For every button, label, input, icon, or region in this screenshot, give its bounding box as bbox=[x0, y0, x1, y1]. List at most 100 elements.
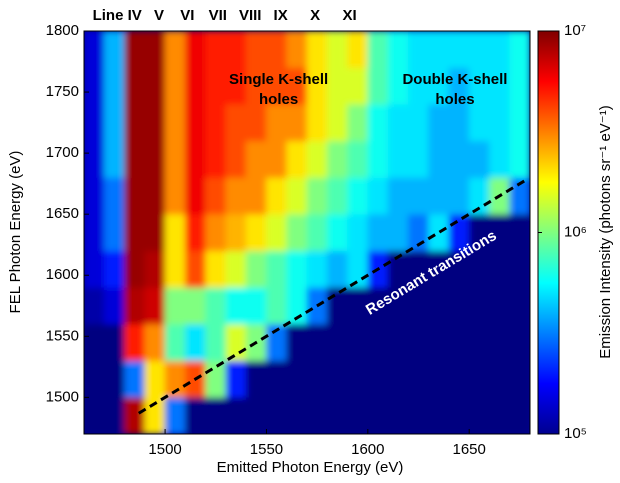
line-label: VII bbox=[209, 7, 227, 24]
heatmap-cell bbox=[185, 287, 206, 325]
heatmap-cell bbox=[468, 140, 490, 178]
heatmap-cell bbox=[164, 360, 186, 398]
heatmap-cell bbox=[266, 103, 288, 142]
heatmap-cell bbox=[448, 103, 470, 142]
heatmap-cell bbox=[306, 177, 328, 215]
heatmap-cell bbox=[124, 177, 146, 215]
x-tick-label: 1550 bbox=[250, 441, 283, 458]
heatmap-cell bbox=[164, 31, 186, 68]
heatmap-cell bbox=[245, 287, 267, 325]
heatmap-cell bbox=[144, 140, 166, 178]
x-tick-label: 1500 bbox=[148, 441, 181, 458]
heatmap-cell bbox=[84, 397, 105, 434]
heatmap-cell bbox=[428, 287, 450, 325]
heatmap-cell bbox=[144, 103, 166, 142]
heatmap-cell bbox=[164, 213, 186, 252]
heatmap-cell bbox=[489, 103, 511, 142]
heatmap-cell bbox=[84, 103, 105, 142]
heatmap-cell bbox=[286, 31, 308, 68]
heatmap-cell bbox=[286, 397, 308, 434]
heatmap-cell bbox=[84, 140, 105, 178]
heatmap-cell bbox=[103, 287, 125, 325]
y-tick-label: 1600 bbox=[46, 266, 79, 283]
heatmap-cell bbox=[347, 177, 369, 215]
heatmap-cell bbox=[428, 360, 450, 398]
heatmap-cell bbox=[448, 360, 470, 398]
heatmap-cell bbox=[124, 250, 146, 288]
y-tick-label: 1750 bbox=[46, 83, 79, 100]
heatmap-cell bbox=[367, 67, 389, 105]
heatmap-cell bbox=[509, 140, 530, 178]
heatmap-cell bbox=[509, 177, 530, 215]
heatmap-cell bbox=[387, 31, 409, 68]
heatmap-cell bbox=[448, 287, 470, 325]
heatmap-cell bbox=[185, 67, 206, 105]
heatmap-cell bbox=[509, 103, 530, 142]
heatmap-cell bbox=[225, 360, 247, 398]
heatmap-cell bbox=[225, 250, 247, 288]
heatmap-cell bbox=[144, 323, 166, 362]
heatmap-cell bbox=[225, 287, 247, 325]
heatmap-cell bbox=[205, 397, 227, 434]
heatmap-cell bbox=[367, 213, 389, 252]
heatmap-cell bbox=[367, 140, 389, 178]
plot-frame bbox=[83, 30, 531, 435]
heatmap-cell bbox=[509, 67, 530, 105]
annotation: holes bbox=[259, 91, 298, 108]
heatmap-cell bbox=[245, 360, 267, 398]
heatmap-cell bbox=[347, 31, 369, 68]
y-tick-label: 1700 bbox=[46, 144, 79, 161]
heatmap-cell bbox=[408, 287, 429, 325]
heatmap-cells bbox=[84, 31, 530, 434]
heatmap-cell bbox=[468, 360, 490, 398]
heatmap-cell bbox=[408, 177, 429, 215]
heatmap-cell bbox=[245, 67, 267, 105]
heatmap-cell bbox=[124, 360, 146, 398]
heatmap-cell bbox=[144, 31, 166, 68]
heatmap-cell bbox=[185, 140, 206, 178]
y-tick-label: 1550 bbox=[46, 327, 79, 344]
heatmap-cell bbox=[144, 213, 166, 252]
heatmap-cell bbox=[408, 140, 429, 178]
heatmap-cell bbox=[164, 323, 186, 362]
heatmap-cell bbox=[245, 250, 267, 288]
heatmap-cell bbox=[408, 31, 429, 68]
heatmap-cell bbox=[489, 67, 511, 105]
heatmap-cell bbox=[103, 103, 125, 142]
heatmap-cell bbox=[286, 360, 308, 398]
heatmap-cell bbox=[347, 140, 369, 178]
heatmap-cell bbox=[124, 323, 146, 362]
heatmap-cell bbox=[326, 177, 348, 215]
heatmap-cell bbox=[387, 397, 409, 434]
heatmap-cell bbox=[347, 323, 369, 362]
heatmap-cell bbox=[205, 177, 227, 215]
heatmap-cell bbox=[84, 360, 105, 398]
heatmap-cell bbox=[509, 250, 530, 288]
resonance-line bbox=[137, 178, 527, 415]
heatmap-cell bbox=[103, 323, 125, 362]
heatmap-cell bbox=[387, 250, 409, 288]
annotation: Single K-shell bbox=[229, 71, 328, 88]
heatmap-cell bbox=[205, 31, 227, 68]
heatmap-cell bbox=[489, 31, 511, 68]
heatmap-cell bbox=[245, 213, 267, 252]
heatmap-cell bbox=[367, 360, 389, 398]
heatmap-cell bbox=[205, 287, 227, 325]
heatmap-cell bbox=[326, 31, 348, 68]
heatmap-cell bbox=[84, 250, 105, 288]
line-label: IV bbox=[128, 7, 142, 24]
heatmap-cell bbox=[306, 67, 328, 105]
heatmap-cell bbox=[428, 67, 450, 105]
heatmap-cell bbox=[185, 31, 206, 68]
heatmap-cell bbox=[367, 397, 389, 434]
y-tick-label: 1500 bbox=[46, 388, 79, 405]
heatmap-cell bbox=[164, 67, 186, 105]
heatmap-cell bbox=[225, 323, 247, 362]
heatmap-cell bbox=[185, 177, 206, 215]
heatmap-cell bbox=[164, 140, 186, 178]
heatmap-cell bbox=[306, 360, 328, 398]
heatmap-cell bbox=[367, 103, 389, 142]
heatmap-cell bbox=[164, 397, 186, 434]
heatmap-cell bbox=[266, 250, 288, 288]
heatmap-cell bbox=[408, 360, 429, 398]
